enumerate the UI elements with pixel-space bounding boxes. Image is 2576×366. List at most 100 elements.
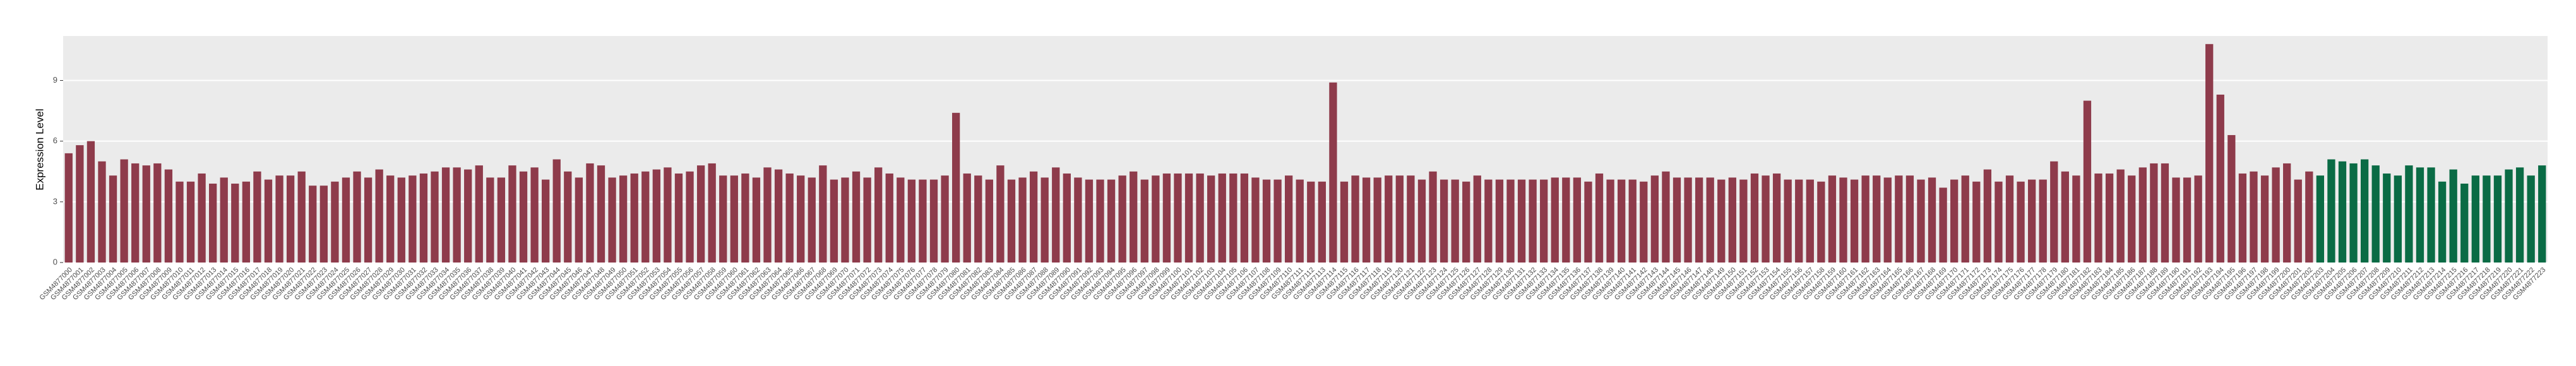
bar xyxy=(1407,175,1415,263)
bar xyxy=(1640,181,1648,263)
bar xyxy=(131,163,140,263)
bar xyxy=(86,141,95,263)
bar xyxy=(1007,179,1016,263)
bar xyxy=(1296,179,1304,263)
bar xyxy=(1429,171,1437,263)
bar xyxy=(2449,169,2457,263)
bar xyxy=(996,165,1005,263)
bar xyxy=(1983,169,1992,263)
bar xyxy=(2183,177,2191,263)
bar xyxy=(1440,179,1448,263)
bar xyxy=(1839,177,1847,263)
bar xyxy=(508,165,516,263)
bar xyxy=(2538,165,2546,263)
bar xyxy=(2515,167,2524,263)
bar xyxy=(186,181,195,263)
bar xyxy=(2327,159,2335,263)
bar xyxy=(1174,173,1182,263)
bar xyxy=(2383,173,2391,263)
bar xyxy=(1995,181,2003,263)
bar xyxy=(431,171,439,263)
bar xyxy=(1540,179,1548,263)
bar xyxy=(464,169,472,263)
bar xyxy=(220,177,228,263)
bar xyxy=(841,177,849,263)
bar xyxy=(1196,173,1204,263)
bar xyxy=(830,179,838,263)
bar xyxy=(364,177,373,263)
bar xyxy=(1373,177,1381,263)
bar xyxy=(1385,175,1393,263)
bar xyxy=(1562,177,1570,263)
bar xyxy=(1850,179,1859,263)
bar xyxy=(2061,171,2069,263)
bar xyxy=(309,186,317,263)
bar xyxy=(1595,173,1604,263)
bar xyxy=(1972,181,1981,263)
bar xyxy=(2371,165,2380,263)
bar xyxy=(1883,177,1892,263)
bar xyxy=(2483,175,2491,263)
bar xyxy=(2161,163,2169,263)
bar xyxy=(586,163,594,263)
bar xyxy=(1662,171,1670,263)
bar xyxy=(1085,179,1094,263)
bar xyxy=(907,179,916,263)
bar xyxy=(153,163,162,263)
bar xyxy=(1828,175,1837,263)
bar xyxy=(2283,163,2291,263)
bar xyxy=(1484,179,1493,263)
bar xyxy=(1130,171,1138,263)
bar xyxy=(408,175,417,263)
bar xyxy=(1395,175,1404,263)
bar xyxy=(1772,173,1781,263)
bar xyxy=(2338,161,2347,263)
bar xyxy=(386,175,395,263)
bar xyxy=(1362,177,1371,263)
bar xyxy=(2027,179,2036,263)
bar xyxy=(397,177,405,263)
bar xyxy=(1784,179,1792,263)
bar xyxy=(1861,175,1869,263)
bar xyxy=(1495,179,1504,263)
bar xyxy=(209,183,217,263)
bar xyxy=(1873,175,1881,263)
bar xyxy=(2416,167,2424,263)
bar xyxy=(1262,179,1271,263)
bar xyxy=(76,145,84,263)
bar xyxy=(1506,179,1515,263)
bar xyxy=(1650,175,1659,263)
bar xyxy=(2005,175,2014,263)
bar xyxy=(619,175,628,263)
bar xyxy=(319,186,328,263)
bar xyxy=(2316,175,2325,263)
y-tick-label: 6 xyxy=(53,136,57,145)
bar xyxy=(1140,179,1148,263)
bar xyxy=(2116,169,2125,263)
bar xyxy=(1041,177,1049,263)
bar xyxy=(519,171,528,263)
bar xyxy=(1074,177,1082,263)
bar xyxy=(664,167,672,263)
bar xyxy=(1118,175,1126,263)
bar xyxy=(897,177,905,263)
bar xyxy=(885,173,893,263)
bar xyxy=(2260,175,2269,263)
bar xyxy=(2227,135,2236,263)
bar xyxy=(2017,181,2025,263)
bar xyxy=(1895,175,1903,263)
bar xyxy=(1351,175,1359,263)
bar xyxy=(1917,179,1925,263)
bar xyxy=(1107,179,1116,263)
bar xyxy=(497,177,506,263)
bar xyxy=(2072,175,2080,263)
bar xyxy=(475,165,483,263)
bar xyxy=(641,171,650,263)
bar xyxy=(674,173,683,263)
bar xyxy=(2471,175,2479,263)
y-tick-label: 9 xyxy=(53,75,57,85)
bar xyxy=(2128,175,2136,263)
bar xyxy=(2460,183,2469,263)
bar xyxy=(963,173,971,263)
bar xyxy=(353,171,361,263)
